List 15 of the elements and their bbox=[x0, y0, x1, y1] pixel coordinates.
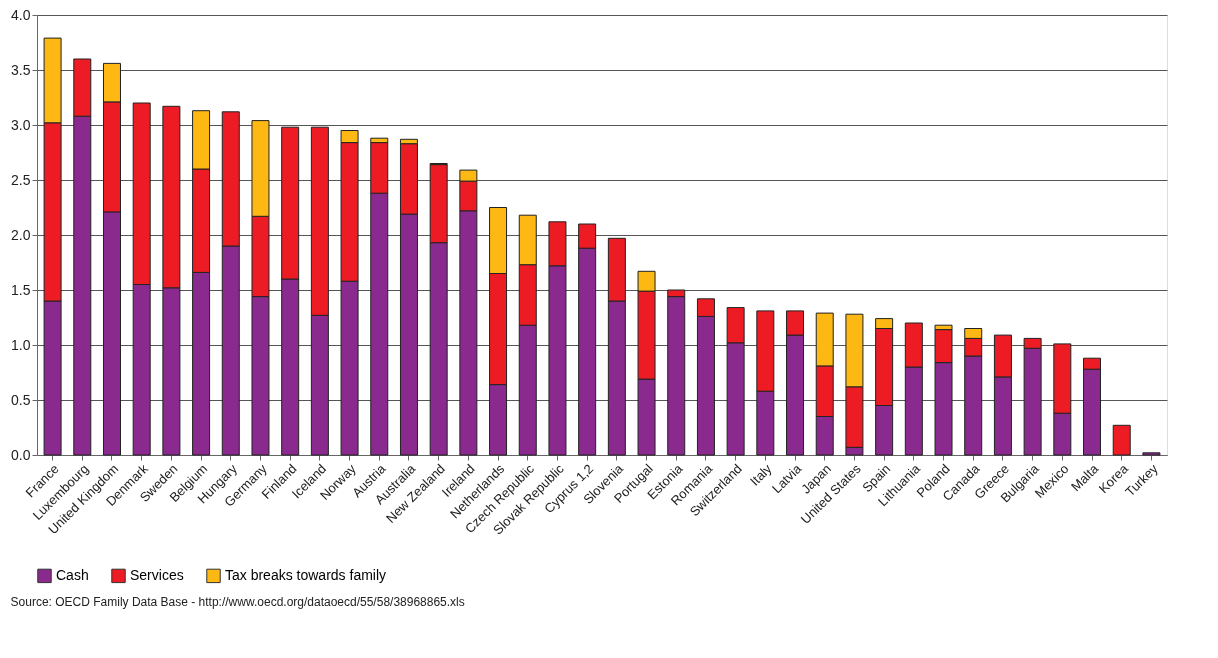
legend-label: Tax breaks towards family bbox=[225, 566, 387, 583]
y-tick-label: 0.0 bbox=[11, 446, 31, 463]
y-tick-label: 1.5 bbox=[11, 281, 31, 298]
y-tick-label: 2.0 bbox=[11, 226, 31, 243]
y-tick-label: 4.0 bbox=[11, 6, 31, 23]
bar bbox=[1142, 452, 1161, 456]
y-tick-label: 3.0 bbox=[11, 116, 31, 133]
y-tick-label: 0.5 bbox=[11, 391, 31, 408]
bar bbox=[1112, 424, 1131, 456]
legend-label: Cash bbox=[56, 566, 89, 583]
y-tick-label: 2.5 bbox=[11, 171, 31, 188]
source-note: Source: OECD Family Data Base - http://www.oecd.org/dataoecd/55/58/38968865.xls bbox=[10, 595, 465, 609]
y-tick-label: 1.0 bbox=[11, 336, 31, 353]
y-tick-label: 3.5 bbox=[11, 61, 31, 78]
legend-label: Services bbox=[130, 566, 184, 583]
